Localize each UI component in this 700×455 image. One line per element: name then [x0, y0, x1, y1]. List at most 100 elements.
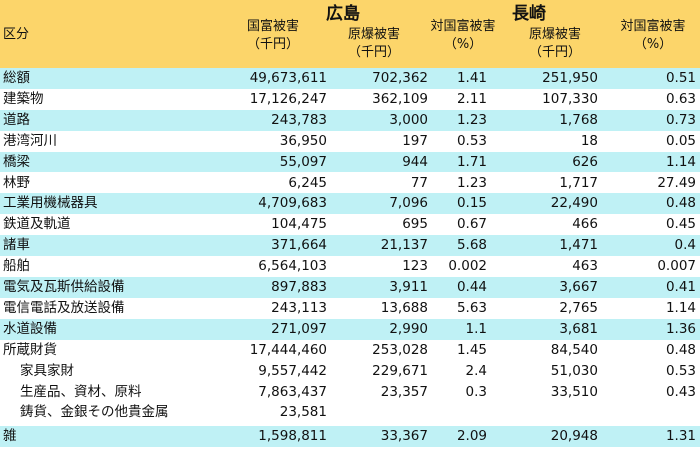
- header-hiroshima-damage-line1: 原爆被害: [347, 27, 400, 42]
- national-damage: 897,883: [271, 279, 327, 295]
- header-nagasaki-damage-line2: （千円）: [528, 45, 581, 60]
- nagasaki-damage: 33,510: [550, 383, 598, 400]
- row-label: 林野: [3, 174, 30, 191]
- table-row: 生産品、資材、原料 7,863,437 23,357 0.3 33,510 0.…: [0, 382, 700, 403]
- nagasaki-damage: 1,717: [559, 174, 598, 191]
- national-damage: 17,126,247: [249, 90, 327, 107]
- hiroshima-ratio: 2.11: [456, 90, 487, 107]
- national-damage: 49,673,611: [249, 70, 327, 86]
- nagasaki-damage: 51,030: [550, 362, 598, 379]
- row-label: 鉄道及軌道: [3, 216, 71, 233]
- hiroshima-ratio: 1.23: [456, 111, 487, 128]
- header-nagasaki-damage-line1: 原爆被害: [528, 27, 581, 42]
- hiroshima-ratio: 1.1: [465, 320, 487, 337]
- hiroshima-damage: 362,109: [372, 90, 428, 107]
- header-national-line2: （千円）: [246, 37, 299, 52]
- table-row: 道路 243,783 3,000 1.23 1,768 0.73: [0, 109, 700, 131]
- nagasaki-damage: 107,330: [542, 90, 598, 107]
- table-row: 工業用機械器具 4,709,683 7,096 0.15 22,490 0.48: [0, 193, 700, 215]
- hiroshima-ratio: 0.002: [448, 258, 487, 275]
- nagasaki-ratio: 0.43: [665, 383, 696, 400]
- national-damage: 55,097: [279, 153, 327, 170]
- header-national-line1: 国富被害: [246, 19, 299, 34]
- table-row: 港湾河川 36,950 197 0.53 18 0.05: [0, 131, 700, 152]
- nagasaki-ratio: 0.4: [674, 237, 696, 254]
- national-damage: 371,664: [271, 237, 327, 254]
- nagasaki-ratio: 0.41: [665, 279, 696, 295]
- nagasaki-ratio: 0.53: [665, 362, 696, 379]
- nagasaki-damage: 1,768: [559, 111, 598, 128]
- table-row: 総額 49,673,611 702,362 1.41 251,950 0.51: [0, 68, 700, 89]
- header-category: 区分: [3, 27, 30, 42]
- national-damage: 7,863,437: [258, 383, 327, 400]
- hiroshima-ratio: 0.67: [456, 216, 487, 233]
- hiroshima-ratio: 5.63: [456, 299, 487, 316]
- hiroshima-damage: 702,362: [372, 70, 428, 86]
- nagasaki-ratio: 0.63: [665, 90, 696, 107]
- national-damage: 243,783: [271, 111, 327, 128]
- nagasaki-damage: 463: [572, 258, 598, 275]
- table-row: 所蔵財貨 17,444,460 253,028 1.45 84,540 0.48: [0, 340, 700, 361]
- table-row: 鋳貨、金銀その他貴金属 23,581: [0, 402, 700, 423]
- nagasaki-damage: 2,765: [559, 299, 598, 316]
- nagasaki-damage: 466: [572, 216, 598, 233]
- hiroshima-ratio: 0.44: [456, 279, 487, 295]
- nagasaki-ratio: 0.51: [665, 70, 696, 86]
- table-row: 諸車 371,664 21,137 5.68 1,471 0.4: [0, 235, 700, 257]
- hiroshima-ratio: 0.53: [456, 132, 487, 149]
- hiroshima-ratio: 2.09: [456, 428, 487, 444]
- nagasaki-ratio: 27.49: [657, 174, 696, 191]
- nagasaki-ratio: 0.45: [665, 216, 696, 233]
- row-label: 所蔵財貨: [3, 341, 57, 358]
- table-row: 鉄道及軌道 104,475 695 0.67 466 0.45: [0, 214, 700, 235]
- national-damage: 271,097: [271, 320, 327, 337]
- hiroshima-damage: 33,367: [380, 428, 428, 444]
- table-row: 船舶 6,564,103 123 0.002 463 0.007: [0, 256, 700, 277]
- header-hiroshima-damage-line2: （千円）: [347, 45, 400, 60]
- hiroshima-ratio: 1.41: [456, 70, 487, 86]
- national-damage: 36,950: [279, 132, 327, 149]
- hiroshima-ratio: 0.15: [456, 195, 487, 212]
- hiroshima-damage: 944: [402, 153, 428, 170]
- header-nagasaki: 長崎: [512, 4, 546, 24]
- row-label: 電気及瓦斯供給設備: [3, 279, 125, 295]
- hiroshima-damage: 229,671: [372, 362, 428, 379]
- header-hiroshima: 広島: [326, 4, 360, 24]
- nagasaki-ratio: 1.14: [665, 299, 696, 316]
- nagasaki-damage: 22,490: [550, 195, 598, 212]
- row-label: 生産品、資材、原料: [20, 383, 142, 400]
- hiroshima-ratio: 0.3: [465, 383, 487, 400]
- row-label: 電信電話及放送設備: [3, 299, 125, 316]
- hiroshima-ratio: 1.45: [456, 341, 487, 358]
- national-damage: 6,564,103: [258, 258, 327, 275]
- nagasaki-damage: 3,681: [559, 320, 598, 337]
- national-damage: 17,444,460: [249, 341, 327, 358]
- national-damage: 6,245: [288, 174, 327, 191]
- nagasaki-ratio: 0.007: [657, 258, 696, 275]
- header-nagasaki-ratio-line2: （%）: [633, 37, 673, 52]
- table-row: 家具家財 9,557,442 229,671 2.4 51,030 0.53: [0, 361, 700, 382]
- hiroshima-damage: 123: [402, 258, 428, 275]
- table-row: 雑 1,598,811 33,367 2.09 20,948 1.31: [0, 426, 700, 447]
- row-label: 道路: [3, 111, 30, 128]
- hiroshima-damage: 7,096: [389, 195, 428, 212]
- nagasaki-damage: 626: [572, 153, 598, 170]
- hiroshima-damage: 695: [402, 216, 428, 233]
- nagasaki-ratio: 0.73: [665, 111, 696, 128]
- national-damage: 104,475: [271, 216, 327, 233]
- nagasaki-ratio: 1.14: [665, 153, 696, 170]
- national-damage: 9,557,442: [258, 362, 327, 379]
- nagasaki-damage: 84,540: [550, 341, 598, 358]
- table-header: 区分 国富被害 （千円） 広島 原爆被害 （千円） 対国富被害 （%） 長崎 原…: [0, 0, 700, 68]
- nagasaki-ratio: 0.48: [665, 195, 696, 212]
- hiroshima-ratio: 1.23: [456, 174, 487, 191]
- nagasaki-damage: 251,950: [542, 70, 598, 86]
- nagasaki-ratio: 1.31: [665, 428, 696, 444]
- hiroshima-damage: 77: [410, 174, 428, 191]
- header-nagasaki-ratio-line1: 対国富被害: [620, 19, 686, 34]
- header-hiroshima-ratio-line1: 対国富被害: [430, 19, 496, 34]
- hiroshima-ratio: 2.4: [465, 362, 487, 379]
- hiroshima-damage: 253,028: [372, 341, 428, 358]
- table-row: 水道設備 271,097 2,990 1.1 3,681 1.36: [0, 318, 700, 340]
